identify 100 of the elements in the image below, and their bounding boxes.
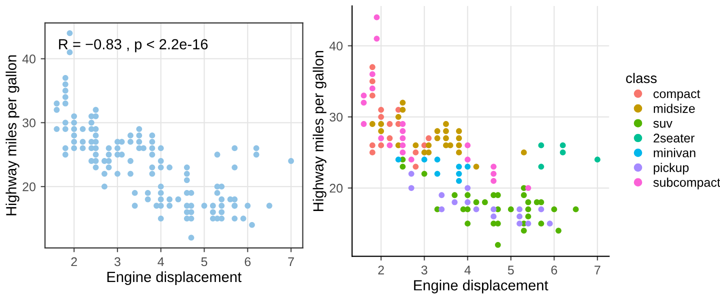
point — [508, 206, 514, 212]
point — [520, 150, 527, 156]
x-tick-label: 6 — [551, 266, 558, 274]
point — [443, 135, 449, 142]
point — [378, 106, 384, 113]
point — [434, 156, 440, 163]
point — [452, 192, 458, 198]
point — [473, 199, 480, 206]
point — [443, 128, 449, 134]
x-tick-label: 6 — [244, 257, 251, 266]
point — [408, 185, 414, 191]
point — [520, 228, 527, 234]
point — [525, 199, 532, 206]
x-tick-label: 3 — [421, 266, 428, 274]
legend-label: midsize — [654, 104, 695, 113]
point — [395, 114, 402, 120]
point — [456, 142, 462, 148]
point — [525, 206, 532, 212]
point — [551, 206, 558, 212]
x-tick-label: 5 — [508, 266, 514, 274]
x-tick-label: 5 — [201, 257, 208, 266]
point — [438, 192, 445, 198]
point — [408, 170, 414, 177]
point — [525, 185, 532, 191]
point — [525, 214, 532, 220]
point — [464, 199, 471, 206]
point — [378, 142, 384, 148]
point — [434, 135, 440, 142]
point — [434, 170, 440, 177]
point — [400, 121, 406, 127]
point — [386, 135, 393, 142]
point — [374, 36, 380, 42]
point — [360, 121, 367, 127]
x-axis-title: Engine displacement — [414, 280, 548, 294]
y-axis-title: Highway miles per gallon — [6, 55, 20, 216]
point — [452, 199, 458, 206]
point — [490, 214, 497, 220]
point — [438, 206, 445, 212]
point — [412, 164, 419, 170]
point — [378, 135, 384, 142]
point — [464, 206, 471, 212]
point — [369, 92, 376, 99]
point — [464, 164, 471, 170]
point — [594, 156, 600, 163]
point — [490, 164, 497, 170]
x-tick-label: 7 — [594, 266, 600, 274]
point — [400, 100, 406, 106]
point — [412, 150, 419, 156]
x-tick-label: 3 — [114, 257, 120, 266]
point — [369, 150, 376, 156]
point — [516, 214, 522, 220]
point — [482, 199, 488, 206]
point — [443, 121, 449, 127]
point — [556, 228, 562, 234]
point — [400, 150, 406, 156]
y-tick-label: 40 — [22, 54, 36, 64]
y-tick-label: 30 — [22, 118, 36, 128]
point — [464, 192, 471, 198]
point — [421, 156, 428, 163]
x-tick-label: 2 — [378, 266, 384, 274]
point — [494, 242, 501, 248]
y-tick-label: 20 — [330, 184, 343, 193]
point — [538, 142, 544, 148]
point — [369, 121, 376, 127]
point — [400, 164, 406, 170]
point — [538, 164, 544, 170]
legend-label: pickup — [654, 162, 689, 175]
point — [456, 170, 462, 177]
point — [421, 170, 428, 177]
point — [490, 206, 497, 212]
point — [412, 142, 419, 148]
point — [360, 92, 367, 99]
point — [369, 142, 376, 148]
point — [400, 135, 406, 142]
legend-label: suv — [653, 120, 672, 128]
point — [378, 128, 384, 134]
x-tick-label: 4 — [158, 257, 164, 266]
point — [464, 185, 471, 191]
point — [525, 220, 532, 227]
point — [400, 142, 406, 148]
y-tick-label: 40 — [329, 42, 343, 50]
point — [369, 64, 376, 70]
point — [369, 71, 376, 78]
point — [400, 106, 406, 113]
legend-label: subcompact — [653, 178, 720, 190]
x-axis-title: Engine displacement — [107, 271, 242, 285]
point — [386, 142, 393, 148]
point — [520, 192, 527, 198]
point — [374, 14, 380, 20]
point — [464, 156, 471, 163]
point — [538, 220, 544, 227]
point — [378, 121, 384, 127]
point — [456, 135, 462, 142]
y-axis-title: Highway miles per gallon — [312, 51, 326, 211]
point — [490, 178, 497, 184]
point — [426, 142, 432, 148]
y-tick-label: 30 — [330, 112, 343, 122]
point — [516, 206, 522, 212]
point — [456, 150, 462, 156]
point — [369, 86, 376, 92]
